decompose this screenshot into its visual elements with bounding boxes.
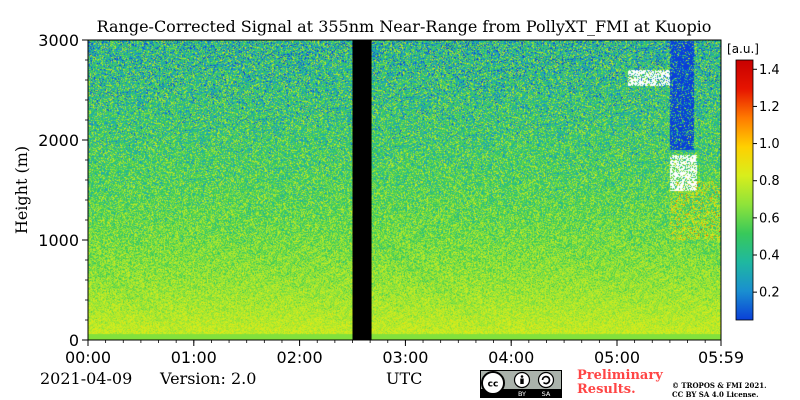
copyright-line-2: CC BY SA 4.0 License.: [672, 390, 759, 399]
colorbar-tick-label: 0.2: [759, 286, 780, 301]
y-axis-label: Height (m): [12, 146, 31, 234]
by-text: BY: [518, 390, 526, 398]
colorbar: [a.u.] 0.2 0.4 0.6 0.8 1.0 1.2 1.4: [727, 42, 780, 321]
y-tick-label: 0: [69, 331, 79, 350]
x-tick-label: 05:00: [594, 348, 640, 367]
cc-text: cc: [488, 380, 499, 390]
x-tick-label: 03:00: [382, 348, 428, 367]
cc-license-badge: cc BY SA: [480, 370, 562, 398]
colorbar-tick-label: 0.4: [759, 249, 780, 264]
x-tick-label: 02:00: [277, 348, 323, 367]
copyright-line-1: © TROPOS & FMI 2021.: [672, 381, 767, 390]
x-tick-label: 01:00: [171, 348, 217, 367]
plot-frame: [87, 39, 722, 341]
colorbar-tick-label: 1.0: [759, 137, 780, 152]
missing-data-block: [352, 40, 372, 340]
y-axis: 0 1000 2000 3000: [38, 31, 88, 350]
date-label: 2021-04-09: [40, 369, 133, 388]
y-tick-label: 3000: [38, 31, 79, 50]
y-tick-label: 1000: [38, 231, 79, 250]
x-axis-label: UTC: [386, 369, 423, 388]
preliminary-notice: Preliminary Results.: [577, 369, 663, 397]
cc-icon: [481, 371, 505, 395]
missing-data-layer: [352, 40, 372, 340]
y-tick-label: 2000: [38, 131, 79, 150]
colorbar-tick-label: 0.6: [759, 211, 780, 226]
x-tick-label: 05:59: [698, 348, 744, 367]
x-tick-label: 00:00: [65, 348, 111, 367]
plot-area: [87, 39, 722, 341]
copyright-notice: © TROPOS & FMI 2021. CC BY SA 4.0 Licens…: [672, 381, 767, 399]
sa-icon: [537, 371, 555, 389]
colorbar-tick-label: 1.4: [759, 63, 780, 78]
x-tick-label: 04:00: [488, 348, 534, 367]
version-label: Version: 2.0: [160, 369, 257, 388]
preliminary-line-1: Preliminary: [577, 368, 663, 383]
sa-text: SA: [542, 390, 551, 398]
colorbar-ramp: [735, 59, 754, 321]
x-axis: 00:00 01:00 02:00 03:00 04:00 05:00 05:59: [65, 340, 744, 367]
colorbar-label: [a.u.]: [727, 42, 759, 56]
chart-title: Range-Corrected Signal at 355nm Near-Ran…: [97, 17, 712, 36]
preliminary-line-2: Results.: [577, 382, 636, 397]
colorbar-tick-label: 0.8: [759, 174, 780, 189]
colorbar-tick-label: 1.2: [759, 100, 780, 115]
